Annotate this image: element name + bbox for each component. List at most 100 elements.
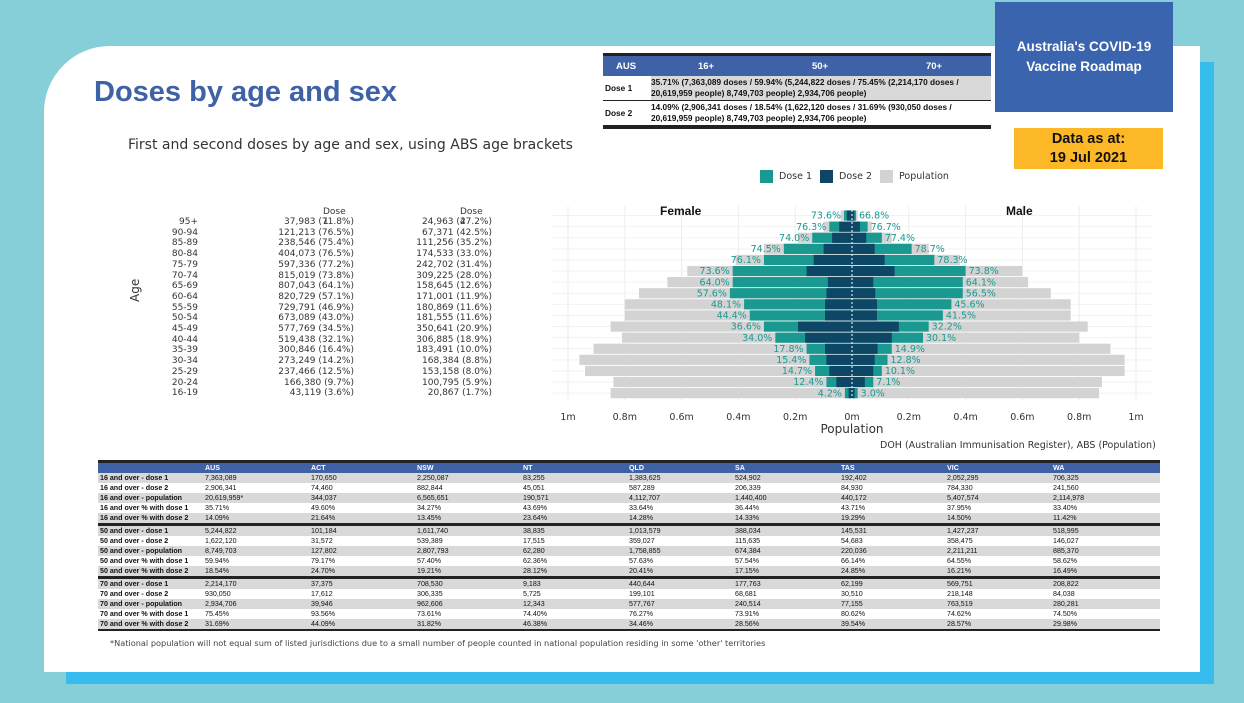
dose2-value: 174,533 (33.0%) [416,249,492,260]
summary-col-70plus: 70+ [925,60,943,72]
age-table-col-dose2: Dose 2 [460,207,483,227]
x-tick-label: 0.8m [1067,412,1091,423]
age-bracket: 30-34 [171,356,198,367]
jurisdiction-col-header: TAS [839,460,945,473]
male-pct-label: 30.1% [926,333,956,344]
male-pct-label: 76.7% [871,222,901,233]
age-table-row: 25-29 237,466 (12.5%) 153,158 (8.0%) [150,367,550,378]
cell-value: 39,946 [309,599,415,609]
as-at-label: Data as at: [1051,131,1126,147]
cell-value: 54,683 [841,537,863,545]
female-population-bar [624,310,852,321]
female-population-bar [593,343,852,354]
male-dose2-bar [852,232,867,243]
male-pct-label: 3.0% [861,388,885,399]
cell-value: 33.64% [629,504,654,512]
female-dose2-bar [823,243,852,254]
male-pct-label: 78.7% [915,244,945,255]
female-pct-label: 34.0% [742,333,772,344]
age-bracket: 65-69 [171,281,198,292]
row-label: 16 and over % with dose 1 [100,504,189,512]
female-pct-label: 17.8% [773,344,803,355]
cell-value: 30,510 [841,590,863,598]
dose2-value: 100,795 (5.9%) [422,377,492,388]
male-dose2-bar [852,310,877,321]
age-bracket: 25-29 [171,366,198,377]
cell-value: 587,289 [629,484,655,492]
legend-label: Dose 1 [779,171,812,182]
jurisdiction-header-row: AUS ACT NSW NT QLD SA TAS VIC WA [98,460,1160,473]
dose1-value: 37,983 (71.8%) [284,217,354,227]
x-axis-label: Population [820,422,883,436]
row-label: 50 and over - dose 1 [98,523,203,536]
dose1-value: 577,769 (34.5%) [278,324,354,334]
cell-value: 440,644 [627,576,733,589]
cell-value: 33.40% [1053,504,1078,512]
cell-value: 31,572 [311,537,333,545]
summary-table: AUS 16+ 50+ 70+ Dose 1 35.71% (7,363,089… [603,53,991,129]
jurisdiction-row: 50 and over - dose 2 1,622,120 31,572 539,3… [98,536,1160,546]
dose2-value: 24,963 (47.2%) [422,217,492,227]
cell-value: 962,606 [415,599,521,609]
cell-value: 199,101 [629,590,655,598]
age-table-col-dose1: Dose 1 [323,207,346,227]
male-dose2-bar [852,332,892,343]
cell-value: 19.21% [415,566,521,578]
cell-value: 14.50% [945,513,1051,525]
legend-label: Population [899,171,949,182]
cell-value: 127,802 [309,546,415,556]
summary-col-16plus: 16+ [697,60,715,72]
x-tick-label: 1m [1128,412,1143,423]
female-population-bar [613,376,852,388]
cell-value: 101,184 [309,523,415,536]
cell-value: 57.54% [735,557,760,565]
cell-value: 280,281 [1051,599,1160,609]
cell-value: 2,807,793 [415,546,521,556]
cell-value: 39.54% [839,619,945,631]
male-pct-label: 32.2% [932,322,962,333]
male-population-bar [852,388,1100,399]
cell-value: 62.36% [523,557,548,565]
female-label: Female [660,204,702,218]
cell-value: 79.17% [311,557,336,565]
x-tick-label: 0.2m [897,412,921,423]
dose1-value: 121,213 (76.5%) [278,227,354,238]
cell-value: 74.50% [1053,610,1078,618]
dose2-value: 309,225 (28.0%) [416,270,492,281]
age-table-row: 90-94 121,213 (76.5%) 67,371 (42.5%) [150,228,550,239]
x-tick-label: 0.6m [1010,412,1034,423]
male-pct-label: 77.4% [885,233,915,244]
cell-value: 440,172 [839,493,945,503]
cell-value: 46.38% [521,619,627,631]
roadmap-text: Australia's COVID-19 Vaccine Roadmap [1016,39,1152,74]
age-bracket: 70-74 [171,270,198,281]
age-table-row: 40-44 519,438 (32.1%) 306,885 (18.9%) [150,335,550,346]
dose2-value: 181,555 (11.6%) [416,313,492,324]
dose1-value: 519,438 (32.1%) [278,334,354,345]
summary-col-aus: AUS [615,60,637,72]
male-dose2-bar [852,299,877,310]
female-dose2-bar [825,343,852,354]
cell-value: 44.09% [309,619,415,631]
data-as-at-badge: Data as at: 19 Jul 2021 [1014,128,1163,169]
cell-value: 708,530 [415,576,521,589]
jurisdiction-col-header: AUS [203,460,309,473]
cell-value: 23.64% [521,513,627,525]
age-table-row: 50-54 673,089 (43.0%) 181,555 (11.6%) [150,313,550,324]
cell-value: 17,515 [523,537,545,545]
cell-value: 74.40% [523,610,548,618]
age-bracket: 85-89 [171,238,198,249]
cell-value: 5,407,574 [945,493,1051,503]
female-dose2-bar [846,210,852,221]
cell-value: 6,565,651 [415,493,521,503]
dose2-value: 183,491 (10.0%) [416,345,492,356]
legend-item-population: Population [880,170,949,183]
cell-value: 115,635 [735,537,761,545]
x-tick-label: 0.8m [613,412,637,423]
jurisdiction-row: 70 and over % with dose 1 75.45% 93.56% 73.… [98,609,1160,619]
female-pct-label: 74.0% [779,233,809,244]
cell-value: 43.69% [523,504,548,512]
summary-row-label: Dose 1 [605,83,633,93]
age-bracket: 55-59 [171,302,198,313]
dose1-value: 43,119 (3.6%) [289,388,354,399]
